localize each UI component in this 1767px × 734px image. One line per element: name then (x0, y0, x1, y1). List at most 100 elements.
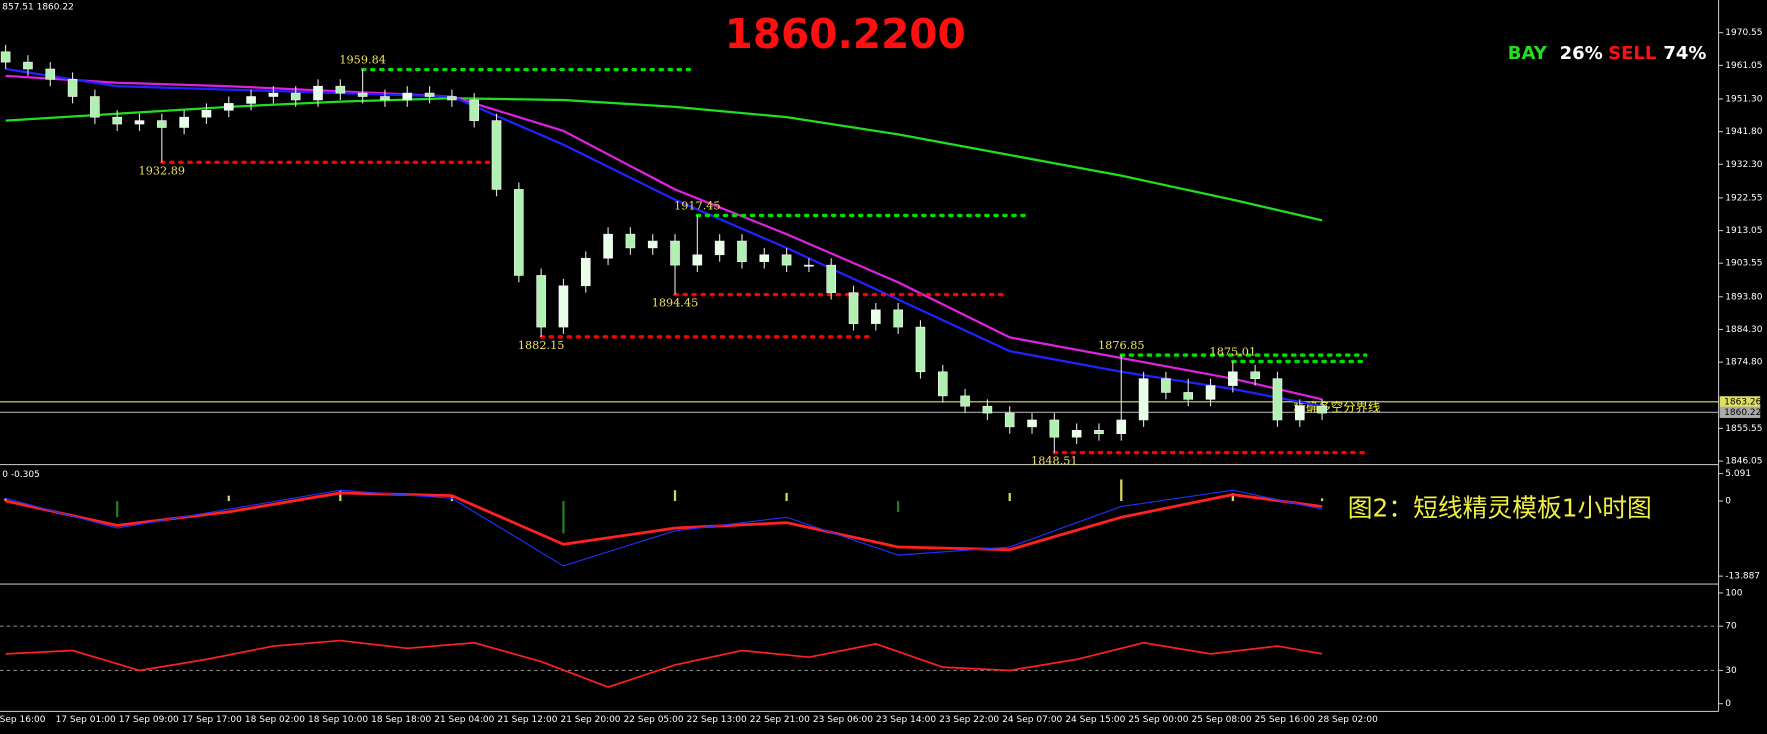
candle-body (1272, 378, 1283, 421)
x-tick-label: 23 Sep 06:00 (813, 715, 873, 725)
candle-body (424, 92, 435, 97)
candle-body (603, 233, 613, 259)
y-tick-label: 70 (1725, 622, 1737, 632)
candle-body (647, 240, 658, 249)
candle-body (1228, 371, 1238, 386)
y-tick-label: 1970.55 (1725, 28, 1762, 38)
x-tick-label: 23 Sep 14:00 (876, 715, 936, 725)
y-tick-label: 1855.55 (1725, 424, 1762, 434)
candle-body (45, 68, 56, 80)
x-tick-label: 22 Sep 13:00 (687, 715, 747, 725)
candle-body (157, 120, 167, 128)
histogram-bar (897, 501, 900, 512)
candle-body (1183, 392, 1194, 400)
candle-body (871, 309, 881, 324)
level-label: 1875.01 (1210, 345, 1257, 358)
candle-body (201, 110, 212, 118)
level-label: 1932.89 (139, 164, 186, 177)
y-tick-label: -13.887 (1725, 572, 1760, 582)
candle-body (469, 99, 479, 121)
y-tick-label: 5.091 (1725, 469, 1751, 479)
candle-body (893, 309, 903, 328)
level-label: 1882.15 (518, 339, 565, 352)
candle-body (625, 233, 636, 249)
y-tick-label: 1932.30 (1725, 160, 1762, 170)
y-tick-label: 1874.80 (1725, 358, 1762, 368)
histogram-bar (673, 490, 677, 502)
candle-body (759, 254, 770, 262)
x-tick-label: 17 Sep 01:00 (56, 715, 116, 725)
candle-body (90, 96, 100, 118)
sell-value: 74% (1663, 43, 1706, 64)
x-tick-label: 21 Sep 04:00 (434, 715, 494, 725)
y-tick-label: 1941.80 (1725, 127, 1762, 137)
candle-body (1138, 378, 1149, 421)
x-tick-label: 18 Sep 18:00 (371, 715, 431, 725)
candle-body (447, 96, 457, 101)
candle-body (804, 264, 814, 267)
candle-body (1317, 405, 1327, 414)
price-tag-bg (1719, 406, 1761, 418)
y-tick-label: 1884.30 (1725, 325, 1762, 335)
candle-body (1049, 419, 1060, 438)
y-tick-label: 1903.55 (1725, 259, 1762, 269)
candle-body (1004, 412, 1015, 428)
candle-body (1294, 405, 1305, 421)
level-label: 1959.84 (339, 54, 386, 67)
x-tick-label: 17 Sep 09:00 (119, 715, 179, 725)
candle-body (1027, 419, 1037, 428)
histogram-bar (116, 501, 119, 518)
y-tick-label: 0 (1725, 497, 1731, 507)
candle-body (290, 92, 301, 101)
candle-body (402, 92, 413, 101)
candle-body (1116, 419, 1127, 435)
candle-body (313, 85, 323, 101)
candle-body (23, 61, 33, 70)
x-tick-label: 25 Sep 00:00 (1128, 715, 1188, 725)
candle-body (67, 79, 78, 97)
candle-body (223, 103, 234, 111)
indicator-line (5, 491, 1323, 552)
x-tick-label: 18 Sep 02:00 (245, 715, 305, 725)
candle-body (714, 240, 725, 256)
candle-body (580, 257, 591, 287)
candle-body (982, 405, 993, 414)
level-label: 1848.51 (1031, 455, 1078, 468)
histogram-bar (227, 495, 230, 502)
candle-body (514, 189, 524, 276)
candle-body (737, 240, 747, 262)
x-tick-label: 18 Sep 10:00 (308, 715, 368, 725)
caption: 图2：短线精灵模板1小时图 (1348, 494, 1652, 523)
level-label: 1876.85 (1098, 339, 1145, 352)
candle-body (692, 254, 703, 266)
y-tick-label: 100 (1725, 588, 1742, 598)
x-tick-label: 22 Sep 05:00 (624, 715, 684, 725)
x-tick-label: 21 Sep 20:00 (560, 715, 620, 725)
candle-body (335, 85, 346, 94)
candle-body (915, 326, 926, 373)
level-label: 1894.45 (652, 297, 699, 310)
x-tick-label: Sep 16:00 (0, 715, 46, 725)
histogram-bar (1231, 492, 1234, 502)
candle-body (558, 285, 569, 328)
price-tag: 1863.26 (1724, 397, 1761, 407)
histogram-bar (785, 492, 788, 502)
y-tick-label: 1913.05 (1725, 226, 1762, 236)
candle-body (380, 96, 390, 101)
indicator-line (5, 489, 1323, 567)
candle-body (134, 120, 145, 125)
candle-body (179, 116, 189, 128)
x-tick-label: 25 Sep 16:00 (1255, 715, 1315, 725)
y-tick-label: 1893.80 (1725, 292, 1762, 302)
x-tick-label: 24 Sep 07:00 (1002, 715, 1062, 725)
y-tick-label: 30 (1725, 666, 1737, 676)
x-tick-label: 21 Sep 12:00 (497, 715, 557, 725)
histogram-bar (1008, 492, 1011, 502)
x-tick-label: 24 Sep 15:00 (1065, 715, 1125, 725)
price-tag: 1860.22 (1724, 408, 1761, 418)
sell-label: SELL (1608, 43, 1656, 64)
candle-body (1161, 378, 1171, 393)
candle-body (491, 120, 502, 190)
y-tick-label: 0 (1725, 699, 1731, 709)
